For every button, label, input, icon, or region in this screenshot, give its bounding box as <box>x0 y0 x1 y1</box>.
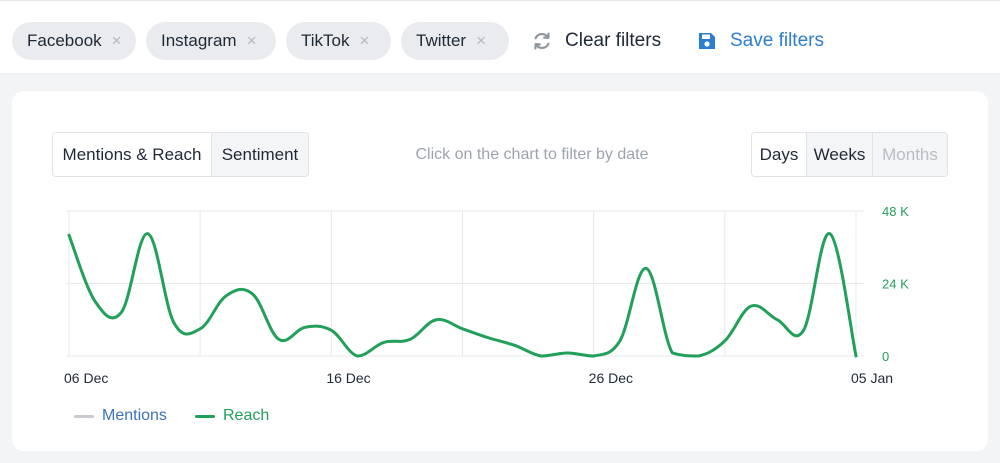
close-icon[interactable]: × <box>246 31 257 50</box>
legend-item-mentions[interactable]: Mentions <box>74 407 167 425</box>
reach-series-line <box>67 232 858 358</box>
x-tick-label: 26 Dec <box>589 370 633 386</box>
chip-label: TikTok <box>301 31 350 50</box>
chip-label: Twitter <box>416 31 467 50</box>
chip-label: Facebook <box>27 31 102 50</box>
filter-chip-twitter[interactable]: Twitter × <box>401 22 509 60</box>
filter-chip-instagram[interactable]: Instagram × <box>146 22 276 60</box>
x-tick-label: 16 Dec <box>326 370 370 386</box>
filter-chip-tiktok[interactable]: TikTok × <box>286 22 391 60</box>
tab-months: Months <box>873 133 947 176</box>
x-tick-label: 05 Jan <box>851 370 893 386</box>
chart-hint: Click on the chart to filter by date <box>415 145 649 163</box>
reach-swatch <box>195 414 215 418</box>
refresh-icon <box>531 30 553 52</box>
clear-filters-button[interactable]: Clear filters <box>531 22 661 60</box>
tab-weeks[interactable]: Weeks <box>807 133 873 176</box>
legend-label: Reach <box>223 407 270 424</box>
floppy-disk-icon <box>696 30 718 52</box>
close-icon[interactable]: × <box>111 31 122 50</box>
y-tick-label: 0 <box>882 349 889 364</box>
mentions-swatch <box>74 414 94 418</box>
close-icon[interactable]: × <box>476 31 486 50</box>
save-filters-label: Save filters <box>730 30 824 51</box>
close-icon[interactable]: × <box>359 31 370 50</box>
tab-sentiment[interactable]: Sentiment <box>212 133 308 176</box>
chart-card: Mentions & Reach Sentiment Click on the … <box>12 91 988 451</box>
reach-line-chart[interactable]: 48 K 24 K 0 06 Dec 16 Dec 26 Dec 05 Jan <box>12 91 988 391</box>
legend-label: Mentions <box>102 407 167 424</box>
save-filters-button[interactable]: Save filters <box>696 22 824 60</box>
chip-label: Instagram <box>161 31 237 50</box>
tab-days[interactable]: Days <box>752 133 807 176</box>
filter-chips: Facebook × Instagram × TikTok × Twitter … <box>12 22 509 60</box>
filter-bar: Facebook × Instagram × TikTok × Twitter … <box>0 0 1000 73</box>
y-tick-label: 24 K <box>882 277 909 292</box>
metric-toggle: Mentions & Reach Sentiment <box>52 132 309 177</box>
x-tick-label: 06 Dec <box>64 370 108 386</box>
legend-item-reach[interactable]: Reach <box>195 407 269 425</box>
clear-filters-label: Clear filters <box>565 30 662 51</box>
period-toggle: Days Weeks Months <box>751 132 948 177</box>
tab-mentions-reach[interactable]: Mentions & Reach <box>53 133 212 176</box>
y-tick-label: 48 K <box>882 204 909 219</box>
filter-chip-facebook[interactable]: Facebook × <box>12 22 136 60</box>
